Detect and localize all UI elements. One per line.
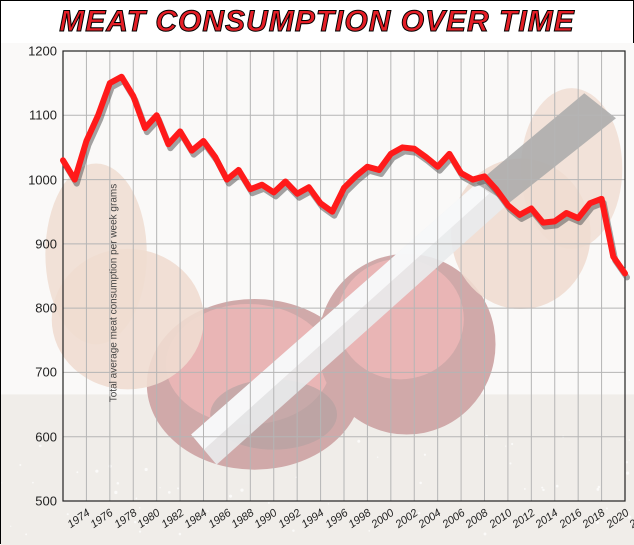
y-tick-label: 900 [17,236,57,251]
y-tick-label: 600 [17,429,57,444]
plot-area: Total average meat consumption per week … [1,43,633,543]
chart-title: MEAT CONSUMPTION OVER TIME [59,5,574,39]
chart-container: MEAT CONSUMPTION OVER TIME Total average… [0,0,634,544]
y-tick-label: 1000 [17,172,57,187]
y-tick-label: 1100 [17,108,57,123]
title-bar: MEAT CONSUMPTION OVER TIME [1,1,633,43]
y-tick-label: 500 [17,494,57,509]
chart-svg [1,43,634,545]
y-tick-label: 1200 [17,44,57,59]
y-tick-label: 700 [17,365,57,380]
y-axis-label: Total average meat consumption per week … [109,184,120,402]
y-tick-label: 800 [17,301,57,316]
